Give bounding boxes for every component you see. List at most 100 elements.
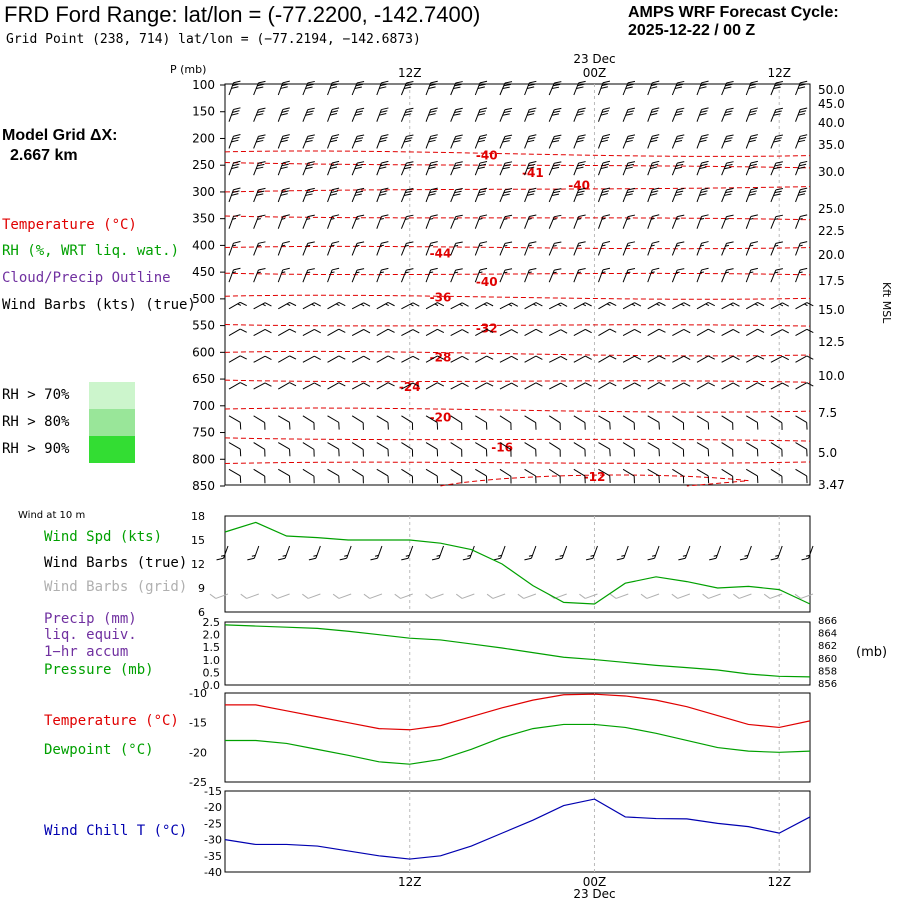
grid-wind-barb [794,593,814,599]
legend-wind-barbs-true: Wind Barbs (true) [44,555,188,571]
temp-y-tick: -10 [189,687,207,700]
wind-barb [795,302,814,310]
legend-accum: 1−hr accum [44,644,129,660]
wind-barb [499,241,513,256]
wind-barb [277,107,290,122]
height-axis-label: Kft MSL [880,282,893,324]
wind-barb [400,107,414,122]
isotherm-label: -41 [522,166,544,180]
wind-barb [721,382,740,390]
wind-barb [671,161,685,176]
surface-wind-barb [370,545,383,561]
wind-barb [400,161,414,176]
surface-wind-barb [308,545,321,561]
wind-barb [425,355,445,363]
wind-barb [548,241,562,256]
isotherm-line [224,272,811,276]
wind-barb [253,80,266,96]
wind-barb [795,80,808,96]
wind-barb [622,80,636,96]
wind-barb [696,160,709,176]
windchill-panel-frame [224,790,811,873]
wind-barb [795,328,814,337]
wind-barb [598,328,617,337]
wind-y-tick: 12 [191,558,205,571]
wind-barb [278,442,291,457]
wind-barb [475,382,494,390]
wind-barb [745,187,758,203]
wind-barb [499,302,519,310]
wind-barb [548,161,562,176]
wind-barb [277,267,290,283]
wind-barb [745,134,758,149]
isotherm-line [224,407,811,413]
wind-barb [278,355,297,363]
wind-barb [400,134,414,149]
wind-barb [721,415,734,430]
wind-barb [376,415,389,430]
wind-barb [696,107,709,122]
wind-barb [524,187,537,203]
wind-barb [302,241,315,256]
wind-barb [647,107,660,122]
wind-barb [795,415,808,430]
wind-barb [721,107,734,122]
wind-barb [795,134,808,149]
wind-barb [795,187,808,203]
wind-barb [647,187,660,203]
wind-barb [400,81,414,96]
wind-barb [499,329,519,337]
grid-wind-barb [455,593,475,599]
wind-barb [524,161,537,176]
isotherm-label: -12 [584,470,606,484]
wind-barb [228,80,241,96]
wind-barb [474,134,488,149]
wind-barb [277,214,290,229]
wind-barb [450,241,463,256]
wind-barb [302,134,315,149]
wind-barb [598,267,611,283]
wind-barb [327,328,346,337]
wind-barb [573,468,586,484]
wind-barb [795,442,808,457]
wind-barb [548,415,561,431]
wind-barb [253,161,266,176]
wind-barb [327,267,340,283]
wind-barb [376,241,389,256]
temperature-panel-frame [224,692,811,783]
wind-barb [622,328,642,337]
wind-barb [450,107,463,122]
wind-panel-frame [224,515,811,613]
grid-wind-barb [548,593,567,599]
wind-barb [672,329,691,337]
pressure-tick-label: 800 [192,452,215,466]
wind-barb [499,442,512,457]
wind-barb [228,107,241,122]
legend-wind-barbs-grid: Wind Barbs (grid) [44,579,188,595]
wind-barb [302,161,315,176]
cross-section-ylabel: P (mb) [170,63,206,76]
surface-wind-barb [493,545,506,561]
page-title: FRD Ford Range: lat/lon = (-77.2200, -14… [4,2,481,27]
height-tick-label: 20.0 [818,248,845,262]
wind-barb [573,80,586,96]
chill-y-tick: -20 [204,801,222,814]
wind-barb [770,302,789,310]
wind-barb [548,214,562,229]
grid-wind-barb [609,593,629,599]
wind-speed-line [224,521,811,605]
surface-wind-barb [616,545,629,561]
wind-barb [302,302,321,310]
isotherm-label: -40 [568,179,590,193]
isotherm-line [224,437,811,442]
wind-barb [524,355,543,363]
wind-barb [474,187,488,203]
wind-barb [475,302,494,310]
isotherm-line [224,162,811,169]
surface-wind-barb [247,545,260,561]
wind-barb [228,301,247,310]
wind-barb [425,187,438,203]
grid-wind-barb [425,593,444,599]
pressure-tick-label: 750 [192,426,215,440]
isotherm-label: -36 [430,290,452,304]
